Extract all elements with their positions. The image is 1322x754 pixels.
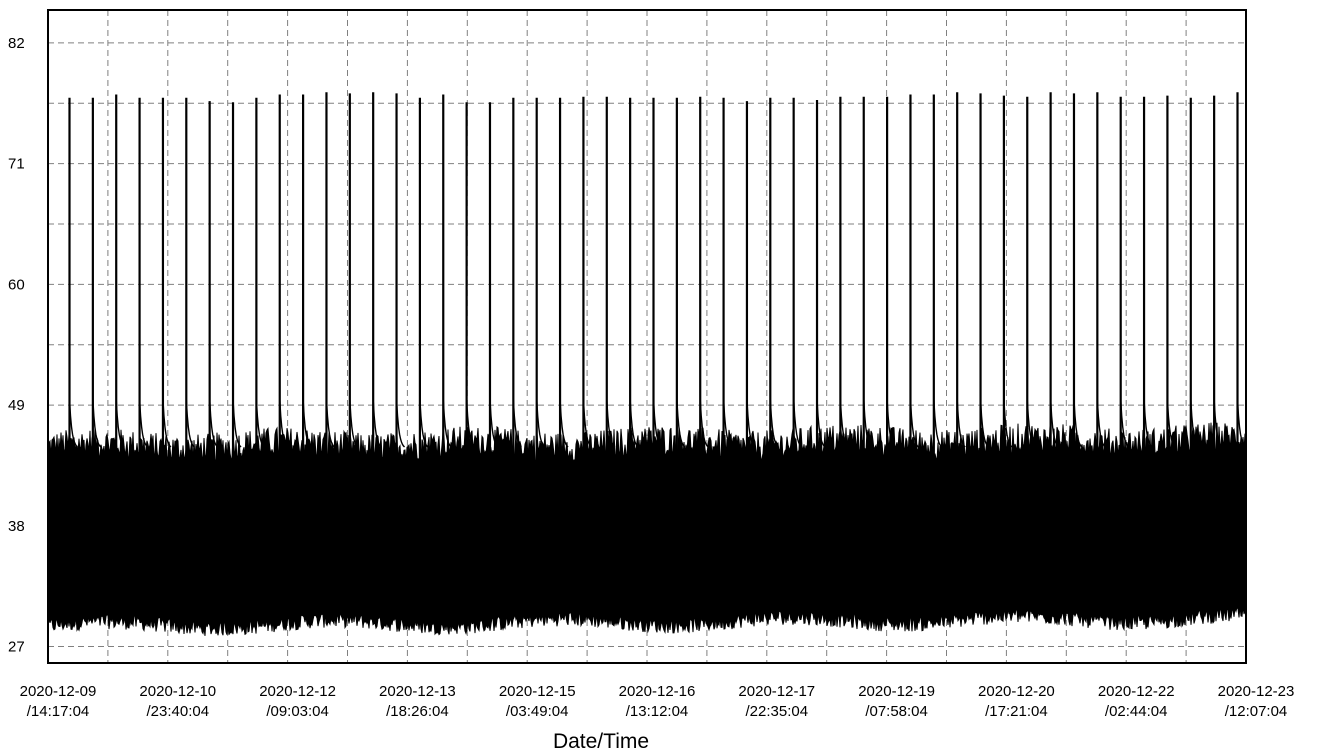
x-tick-label: 2020-12-09/14:17:04 xyxy=(20,683,97,720)
plot-area-frame xyxy=(47,9,1247,664)
x-tick-label: 2020-12-10/23:40:04 xyxy=(139,683,216,720)
series-spike xyxy=(1119,96,1130,537)
series-band xyxy=(47,422,1247,636)
series-spike xyxy=(745,101,756,537)
series-spike xyxy=(302,94,312,537)
x-tick-time: /23:40:04 xyxy=(147,703,210,720)
series-spike xyxy=(465,102,476,537)
series-spike xyxy=(208,101,219,537)
series-spike xyxy=(815,99,826,537)
x-axis-title: Date/Time xyxy=(553,730,649,753)
series-spike xyxy=(699,96,709,537)
series-spike xyxy=(1142,96,1153,537)
x-tick-time: /13:12:04 xyxy=(626,703,689,720)
x-tick-date: 2020-12-23 xyxy=(1218,683,1295,700)
series-spike xyxy=(325,92,335,537)
series-spike xyxy=(161,97,172,537)
x-tick-label: 2020-12-22/02:44:04 xyxy=(1098,683,1175,720)
series-spike xyxy=(1166,95,1176,537)
series-spike xyxy=(395,93,406,537)
series-spike xyxy=(535,97,546,537)
x-axis-ticks: 2020-12-09/14:17:042020-12-10/23:40:0420… xyxy=(20,683,1295,720)
x-tick-time: /07:58:04 xyxy=(865,703,928,720)
x-tick-time: /17:21:04 xyxy=(985,703,1048,720)
x-tick-label: 2020-12-20/17:21:04 xyxy=(978,683,1055,720)
x-tick-time: /12:07:04 xyxy=(1225,703,1288,720)
x-tick-label: 2020-12-23/12:07:04 xyxy=(1218,683,1295,720)
series-spike xyxy=(932,94,943,537)
series-spike xyxy=(372,92,382,537)
series-spike xyxy=(1026,96,1036,537)
series-spike xyxy=(91,97,102,537)
series-spike xyxy=(512,97,522,537)
series-spike xyxy=(558,97,569,537)
x-tick-time: /02:44:04 xyxy=(1105,703,1168,720)
x-tick-label: 2020-12-15/03:49:04 xyxy=(499,683,576,720)
series-spike xyxy=(1236,92,1246,537)
series-spike xyxy=(862,96,873,537)
data-series xyxy=(47,92,1247,636)
series-spike xyxy=(582,96,592,537)
x-tick-date: 2020-12-15 xyxy=(499,683,576,700)
series-spike xyxy=(839,96,849,537)
series-spike xyxy=(1096,92,1106,537)
series-spike xyxy=(231,102,242,537)
x-tick-date: 2020-12-22 xyxy=(1098,683,1175,700)
series-spike xyxy=(68,97,78,537)
series-spike xyxy=(885,96,896,537)
y-tick-label: 27 xyxy=(8,639,25,656)
x-tick-label: 2020-12-19/07:58:04 xyxy=(858,683,935,720)
series-spike xyxy=(488,102,499,537)
series-spike xyxy=(979,93,990,537)
series-spike xyxy=(722,97,733,537)
y-tick-label: 71 xyxy=(8,156,25,173)
series-spike xyxy=(278,94,289,537)
series-spike xyxy=(675,97,686,537)
x-tick-time: /22:35:04 xyxy=(746,703,809,720)
series-spike xyxy=(138,97,149,537)
series-spike xyxy=(1049,92,1060,537)
x-tick-date: 2020-12-12 xyxy=(259,683,336,700)
x-tick-date: 2020-12-13 xyxy=(379,683,456,700)
y-axis-ticks: 27 38 49 60 71 82 xyxy=(8,35,25,656)
series-spike xyxy=(605,96,616,537)
x-tick-label: 2020-12-16/13:12:04 xyxy=(619,683,696,720)
x-tick-time: /18:26:04 xyxy=(386,703,449,720)
series-spike xyxy=(1072,93,1083,537)
series-spike xyxy=(1189,97,1200,537)
x-tick-label: 2020-12-12/09:03:04 xyxy=(259,683,336,720)
series-spike xyxy=(769,97,779,537)
x-tick-time: /03:49:04 xyxy=(506,703,569,720)
series-spike xyxy=(418,97,429,537)
y-tick-label: 82 xyxy=(8,35,25,52)
y-tick-label: 49 xyxy=(8,397,25,414)
series-spike xyxy=(348,93,359,537)
series-spike xyxy=(629,97,639,537)
series-spike xyxy=(1002,95,1013,537)
series-spike xyxy=(255,97,265,537)
series-spike xyxy=(956,92,966,537)
x-tick-date: 2020-12-17 xyxy=(738,683,815,700)
series-spike xyxy=(652,97,662,537)
series-spike xyxy=(792,97,803,537)
series-spike xyxy=(115,94,125,537)
x-tick-date: 2020-12-16 xyxy=(619,683,696,700)
x-tick-date: 2020-12-09 xyxy=(20,683,97,700)
x-tick-time: /14:17:04 xyxy=(27,703,90,720)
y-tick-label: 60 xyxy=(8,276,25,293)
series-spike xyxy=(442,94,452,537)
series-spike xyxy=(185,97,195,537)
x-tick-time: /09:03:04 xyxy=(266,703,329,720)
y-tick-label: 38 xyxy=(8,518,25,535)
x-tick-label: 2020-12-13/18:26:04 xyxy=(379,683,456,720)
series-spike xyxy=(1213,95,1223,537)
x-tick-label: 2020-12-17/22:35:04 xyxy=(738,683,815,720)
x-tick-date: 2020-12-10 xyxy=(139,683,216,700)
series-spike xyxy=(909,94,919,537)
x-tick-date: 2020-12-19 xyxy=(858,683,935,700)
x-tick-date: 2020-12-20 xyxy=(978,683,1055,700)
